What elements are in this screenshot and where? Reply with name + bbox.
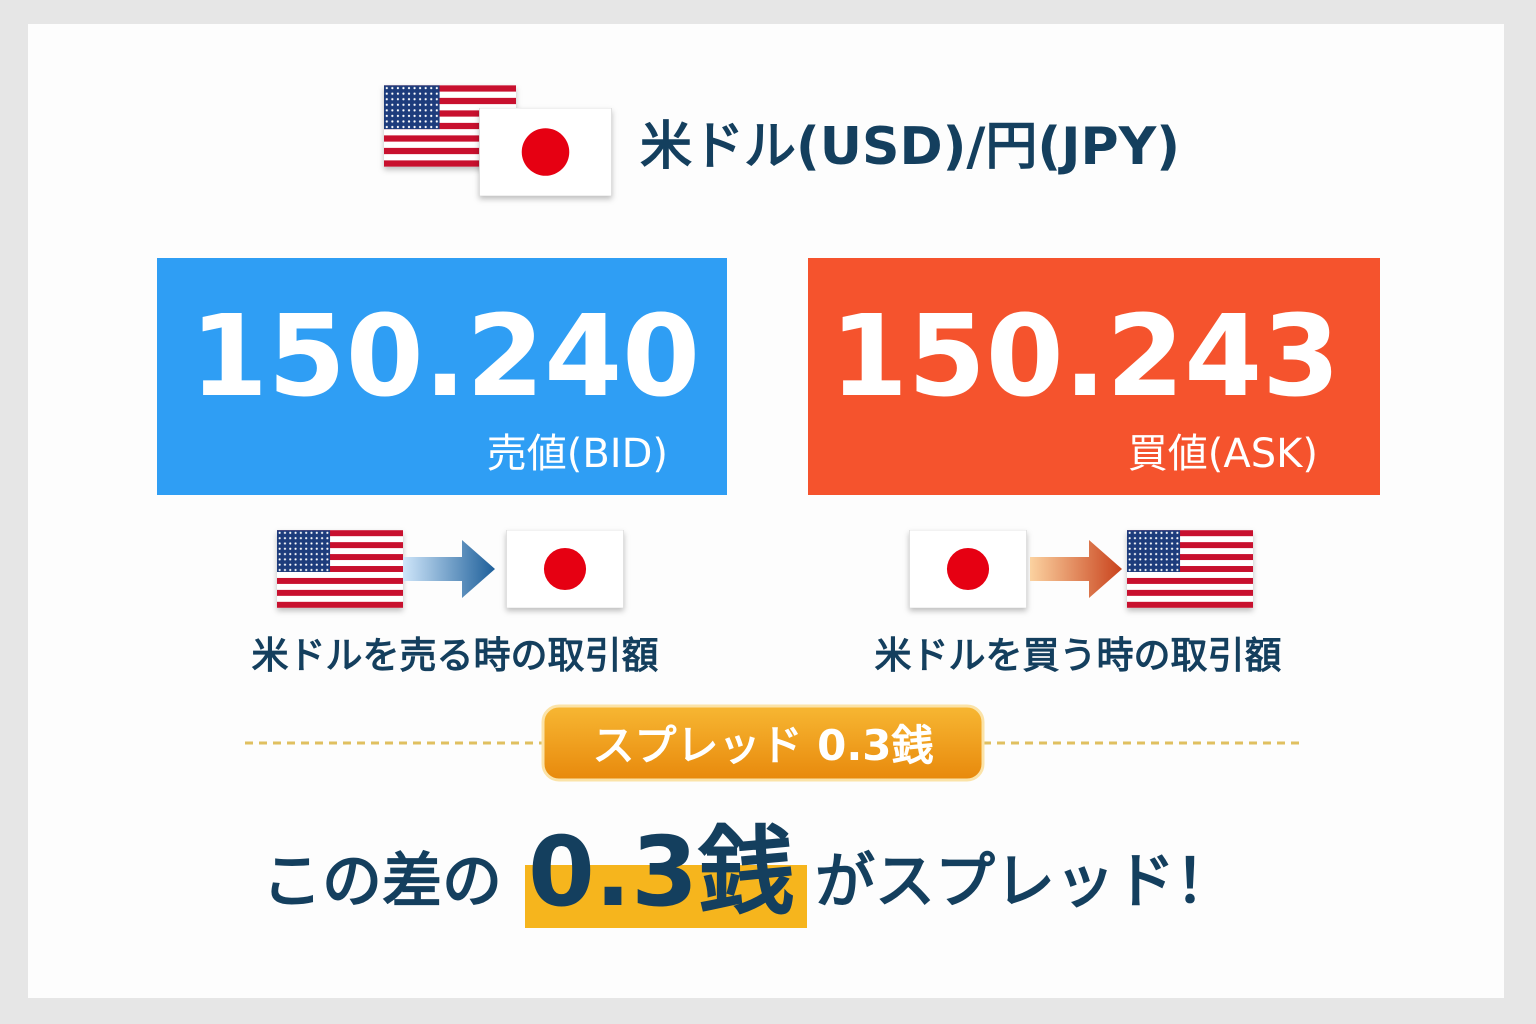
title: 米ドル(USD)/円(JPY): [640, 117, 1180, 177]
arrow: [1030, 540, 1122, 598]
arrow: [403, 540, 495, 598]
summary-tail: がスプレッド！: [815, 847, 1235, 917]
bid-label: 売値(BID): [487, 431, 668, 477]
panel: [28, 24, 1504, 998]
ask-caption: 米ドルを買う時の取引額: [875, 634, 1282, 677]
jp-flag: [909, 530, 1027, 608]
jp-flag: [479, 108, 612, 196]
bid-rate: 150.240: [190, 292, 700, 422]
badge-text: スプレッド 0.3銭: [592, 721, 933, 770]
us-flag: [1127, 530, 1253, 608]
ask-box: [808, 258, 1380, 495]
highlight-bar: [525, 865, 807, 928]
ask-label: 買値(ASK): [1128, 431, 1318, 477]
bid-box: [157, 258, 727, 495]
us-flag: [277, 530, 403, 608]
summary-highlight: 0.3銭: [528, 816, 794, 928]
bid-caption: 米ドルを売る時の取引額: [252, 634, 659, 677]
jp-flag: [506, 530, 624, 608]
ask-rate: 150.243: [830, 292, 1340, 422]
summary-lead: この差の: [262, 847, 502, 917]
spread-badge: [541, 704, 985, 782]
